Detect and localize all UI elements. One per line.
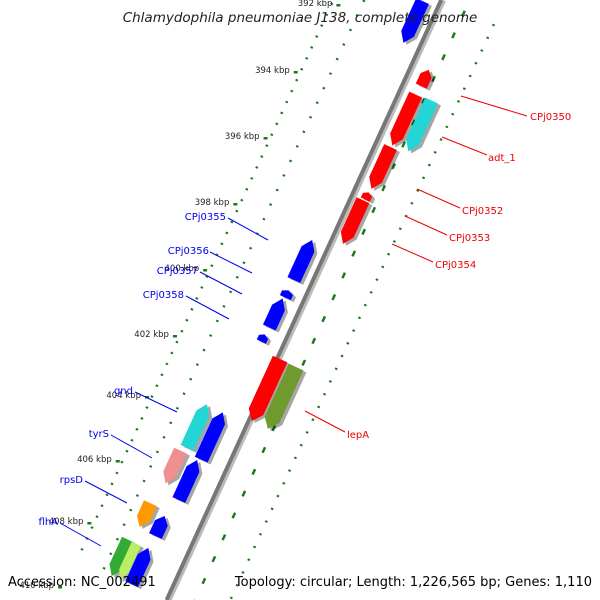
topology-label: Topology: circular; Length: 1,226,565 bp…	[234, 575, 592, 590]
gene-arrow-top	[401, 0, 432, 45]
gene-label-tyrS: tyrS	[89, 429, 109, 440]
tick-mark	[87, 522, 92, 525]
leader-line	[460, 95, 528, 117]
gene-arrow-flhA-3	[125, 547, 154, 590]
gene-body	[109, 536, 135, 577]
gene-label-CPj0350: CPj0350	[530, 112, 571, 123]
leader-line	[391, 243, 434, 263]
gene-body	[279, 290, 293, 301]
gene-label-CPj0357: CPj0357	[157, 266, 198, 277]
gene-arrow-lepA-red	[248, 355, 291, 423]
outer-ruler-ring	[76, 0, 335, 560]
leader-line	[84, 480, 128, 504]
leader-line	[199, 271, 243, 295]
tick-label: 394 kbp	[255, 66, 290, 76]
tick-mark	[336, 4, 341, 7]
tick-mark	[172, 335, 177, 338]
backbone	[164, 0, 443, 600]
tick-mark	[115, 460, 120, 463]
leader-line	[416, 188, 461, 209]
gene-arrow-CPj0351	[390, 91, 426, 148]
tick-label: 408 kbp	[49, 517, 84, 527]
gene-body	[415, 69, 432, 89]
gene-arrow-tyrS	[163, 447, 190, 486]
gene-body	[401, 0, 429, 43]
gene-label-CPj0352: CPj0352	[462, 206, 503, 217]
gene-label-adt_1: adt_1	[488, 153, 516, 164]
gene-body	[125, 547, 151, 588]
tick-label: 396 kbp	[225, 132, 260, 142]
gene-label-gnd: gnd	[114, 386, 133, 397]
gene-label-CPj0354: CPj0354	[435, 260, 476, 271]
gene-arrow-gnd-2	[194, 412, 229, 465]
gene-body	[149, 516, 168, 539]
gene-body	[406, 97, 439, 152]
gene-body	[137, 500, 157, 527]
leader-line	[227, 217, 269, 241]
gene-label-rpsD: rpsD	[60, 475, 84, 486]
gene-body	[180, 404, 210, 451]
tick-mark	[203, 269, 208, 272]
tick-mark	[58, 586, 63, 589]
gene-label-lepA: lepA	[347, 430, 369, 441]
gene-body	[119, 541, 141, 581]
gene-body	[340, 197, 370, 244]
leader-line	[134, 391, 178, 413]
gene-label-flhA: flhA	[39, 517, 59, 528]
gene-arrow-CPj0356	[279, 290, 296, 303]
gene-body	[262, 298, 285, 331]
leader-line	[59, 522, 102, 547]
gene-arrow-lepA	[264, 363, 307, 431]
tick-label: 402 kbp	[134, 330, 169, 340]
gene-arrow-tyrS-2	[172, 460, 203, 505]
gene-arrow-adt_1	[406, 97, 442, 154]
gene-label-CPj0356: CPj0356	[168, 246, 209, 257]
leader-line	[209, 251, 253, 274]
gene-body	[172, 460, 200, 503]
tick-label: 406 kbp	[77, 455, 112, 465]
gene-label-CPj0355: CPj0355	[185, 212, 226, 223]
gene-body	[369, 144, 397, 189]
inner-feature-ring	[101, 0, 366, 572]
gene-arrow-CPj0355	[287, 240, 318, 285]
gene-body	[248, 355, 288, 421]
gene-body	[287, 240, 315, 283]
gene-arrow-CPj0358	[256, 334, 272, 346]
gene-arrow-rpsD	[137, 500, 160, 529]
tick-label: 404 kbp	[106, 391, 141, 401]
gene-label-CPj0353: CPj0353	[449, 233, 490, 244]
gene-label-CPj0358: CPj0358	[143, 290, 184, 301]
gene-body	[163, 447, 187, 484]
gene-body	[194, 412, 226, 463]
gene-body	[390, 91, 423, 146]
gene-arrow-CPj0357	[262, 298, 288, 333]
tick-mark	[233, 203, 238, 206]
gene-arrow-CPj0350	[415, 69, 435, 91]
gene-arrow-CPj0353	[360, 192, 376, 204]
tick-label: 398 kbp	[195, 198, 230, 208]
gene-body	[264, 363, 304, 429]
leader-line	[304, 410, 346, 433]
leader-line	[441, 136, 488, 156]
tick-mark	[293, 71, 298, 74]
gene-arrow-CPj0352	[369, 144, 400, 191]
leader-line	[110, 434, 153, 459]
tick-label: 410 kbp	[19, 581, 54, 591]
map-title: Chlamydophila pneumoniae J138, complete …	[122, 10, 478, 26]
gene-body	[360, 192, 373, 202]
gene-arrow-CPj0354	[340, 197, 373, 246]
outer-right-ring	[228, 23, 496, 600]
tick-label: 400 kbp	[165, 264, 200, 274]
gene-arrow-flhA-2	[119, 541, 144, 583]
accession-label: Accession: NC_002491	[8, 575, 156, 590]
leader-line	[404, 215, 448, 236]
tick-label: 392 kbp	[298, 0, 333, 9]
gene-arrow-gnd	[180, 404, 213, 453]
leader-line	[185, 295, 230, 320]
tick-mark	[263, 137, 268, 140]
gene-body	[256, 334, 269, 344]
gene-arrow-rpsD-2	[149, 516, 171, 541]
